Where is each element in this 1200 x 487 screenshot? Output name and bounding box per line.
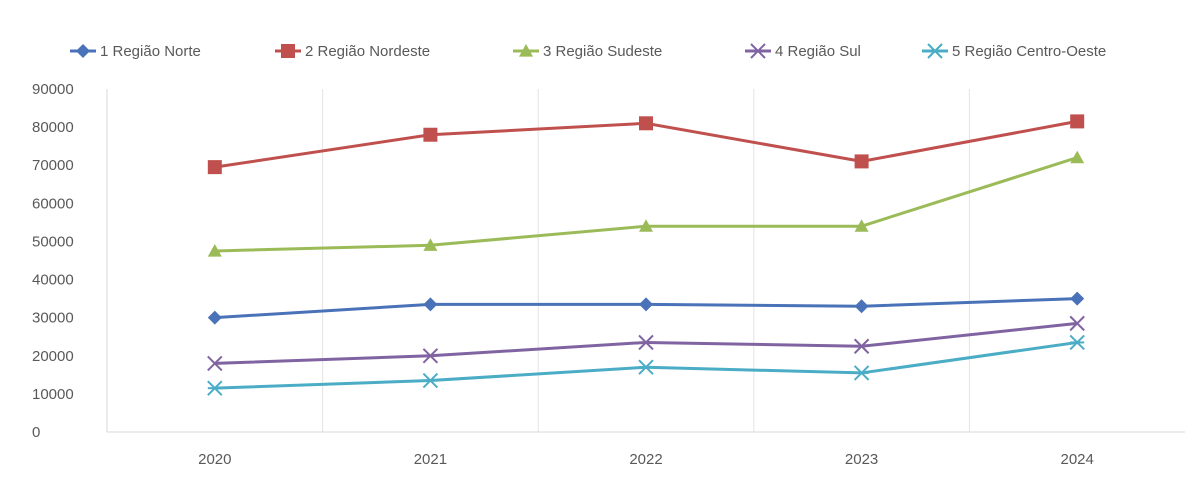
data-point-marker	[639, 360, 653, 374]
x-tick-label: 2021	[414, 451, 447, 468]
legend-label: 2 Região Nordeste	[305, 43, 430, 60]
data-point-marker	[639, 297, 653, 311]
data-point-marker	[76, 44, 90, 58]
legend-item: 1 Região Norte	[70, 43, 201, 60]
y-tick-label: 80000	[32, 119, 74, 136]
data-point-marker	[1070, 114, 1084, 128]
data-point-marker	[208, 311, 222, 325]
data-point-marker	[1070, 335, 1084, 349]
x-tick-label: 2024	[1061, 451, 1094, 468]
y-tick-label: 90000	[32, 81, 74, 98]
y-tick-label: 30000	[32, 310, 74, 327]
series-1	[208, 292, 1084, 325]
data-point-marker	[423, 374, 437, 388]
legend-item: 2 Região Nordeste	[275, 43, 430, 60]
x-tick-label: 2022	[629, 451, 662, 468]
data-point-marker	[855, 366, 869, 380]
x-tick-label: 2023	[845, 451, 878, 468]
axes: 0 10000 20000 30000 40000 50000 60000 70000 8000…	[32, 81, 1185, 468]
data-point-marker	[855, 154, 869, 168]
y-tick-label: 0	[32, 424, 40, 441]
series-2	[208, 114, 1084, 174]
y-tick-label: 70000	[32, 157, 74, 174]
data-point-marker	[208, 381, 222, 395]
series-line	[215, 342, 1077, 388]
legend-label: 4 Região Sul	[775, 43, 861, 60]
data-point-marker	[855, 299, 869, 313]
legend-item: 5 Região Centro-Oeste	[922, 43, 1106, 60]
series-3	[208, 151, 1084, 257]
legend-label: 3 Região Sudeste	[543, 43, 662, 60]
y-tick-label: 10000	[32, 386, 74, 403]
series-group	[208, 114, 1084, 395]
y-tick-label: 20000	[32, 348, 74, 365]
data-point-marker	[639, 116, 653, 130]
y-tick-label: 50000	[32, 233, 74, 250]
data-point-marker	[423, 128, 437, 142]
data-point-marker	[423, 297, 437, 311]
series-4	[208, 316, 1084, 370]
data-point-marker	[208, 160, 222, 174]
data-point-marker	[1070, 292, 1084, 306]
y-tick-label: 40000	[32, 272, 74, 289]
legend-label: 1 Região Norte	[100, 43, 201, 60]
x-tick-label: 2020	[198, 451, 231, 468]
data-point-marker	[1070, 151, 1084, 164]
legend: 1 Região Norte 2 Região Nordeste 3 Região …	[70, 43, 1106, 60]
series-5	[208, 335, 1084, 395]
data-point-marker	[928, 44, 942, 58]
legend-item: 3 Região Sudeste	[513, 43, 662, 60]
series-line	[215, 158, 1077, 251]
legend-item: 4 Região Sul	[745, 43, 861, 60]
legend-label: 5 Região Centro-Oeste	[952, 43, 1106, 60]
data-point-marker	[281, 44, 295, 58]
y-tick-label: 60000	[32, 195, 74, 212]
